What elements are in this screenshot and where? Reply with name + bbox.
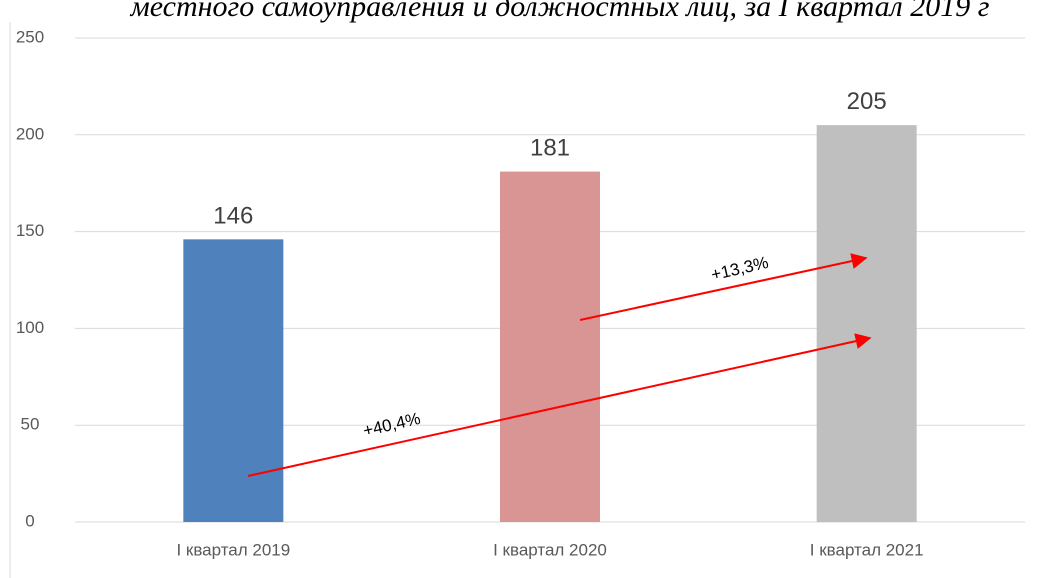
y-tick-label: 50: [21, 415, 40, 434]
y-tick-label: 150: [16, 221, 44, 240]
value-label: 205: [847, 88, 887, 115]
y-tick-label: 200: [16, 124, 44, 143]
x-tick-label: I квартал 2021: [810, 540, 924, 559]
x-tick-label: I квартал 2020: [493, 540, 607, 559]
y-tick-label: 250: [16, 27, 44, 46]
arrow: [247, 333, 872, 477]
y-tick-label: 0: [25, 511, 34, 530]
chart-title: местного самоуправления и должностных ли…: [130, 0, 990, 23]
arrow: [579, 253, 868, 321]
bar: [183, 239, 284, 522]
bar: [816, 125, 917, 523]
annotation: +13,3%: [709, 253, 770, 285]
value-label: 146: [213, 202, 253, 229]
x-tick-label: I квартал 2019: [176, 540, 290, 559]
annotation: +40,4%: [361, 409, 422, 441]
value-label: 181: [530, 135, 570, 162]
bar: [500, 171, 600, 523]
y-tick-label: 100: [16, 318, 44, 337]
